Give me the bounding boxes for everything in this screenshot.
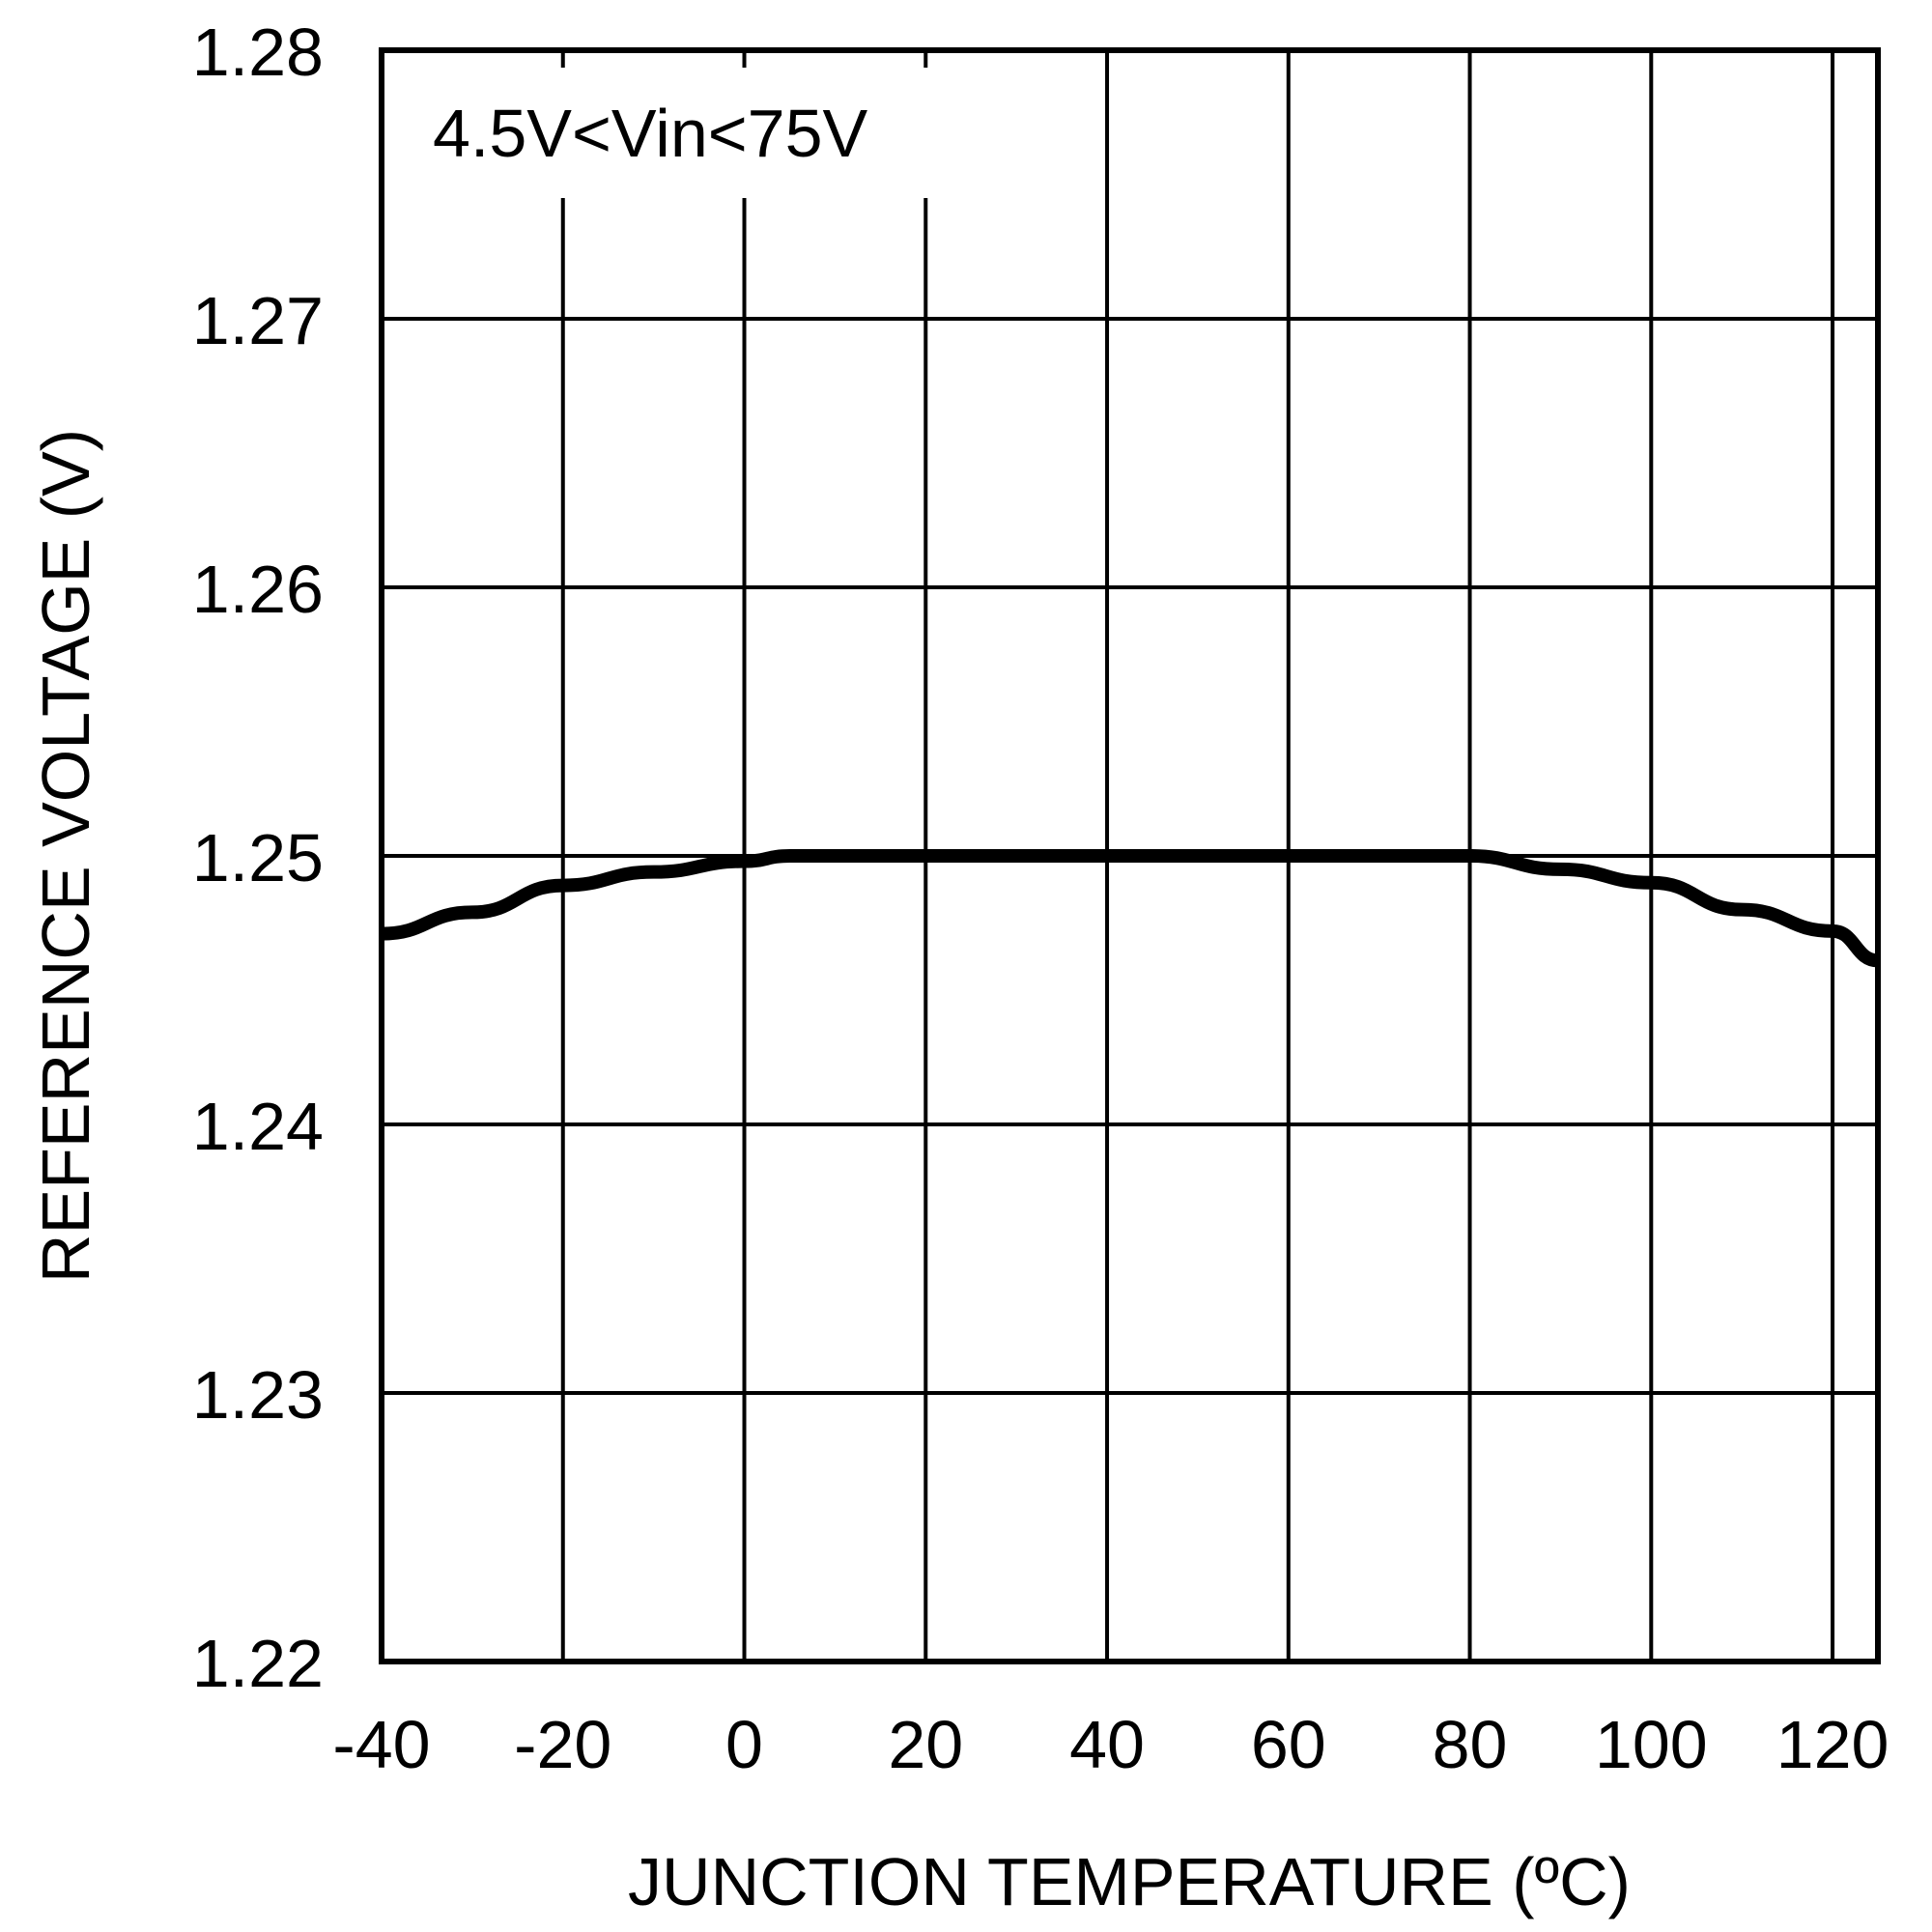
y-axis-title: REFERENCE VOLTAGE (V) (28, 429, 103, 1283)
y-tick-label: 1.24 (192, 1089, 324, 1164)
x-tick-label: 20 (888, 1707, 963, 1782)
y-axis-tick-labels: 1.22 1.23 1.24 1.25 1.26 1.27 1.28 (192, 14, 324, 1701)
y-tick-label: 1.22 (192, 1626, 324, 1701)
y-tick-label: 1.25 (192, 820, 324, 895)
x-tick-label: -40 (332, 1707, 430, 1782)
y-tick-label: 1.27 (192, 283, 324, 358)
x-axis-tick-labels: -40 -20 0 20 40 60 80 100 120 (332, 1707, 1889, 1782)
x-tick-label: 0 (725, 1707, 763, 1782)
y-tick-label: 1.26 (192, 552, 324, 627)
x-tick-label: 120 (1776, 1707, 1889, 1782)
x-tick-label: 60 (1251, 1707, 1326, 1782)
y-tick-label: 1.28 (192, 14, 324, 90)
x-tick-label: 80 (1433, 1707, 1508, 1782)
x-tick-label: 40 (1069, 1707, 1145, 1782)
x-tick-label: -20 (514, 1707, 611, 1782)
annotation-box (415, 68, 1014, 198)
x-tick-label: 100 (1595, 1707, 1708, 1782)
x-axis-title: JUNCTION TEMPERATURE (ºC) (628, 1844, 1631, 1919)
annotation-label: 4.5V<Vin<75V (433, 96, 868, 171)
reference-voltage-curve (381, 848, 1879, 968)
annotation-background (415, 68, 1014, 198)
data-series-line (381, 848, 1879, 968)
y-tick-label: 1.23 (192, 1357, 324, 1433)
plot-frame (379, 47, 1881, 1664)
